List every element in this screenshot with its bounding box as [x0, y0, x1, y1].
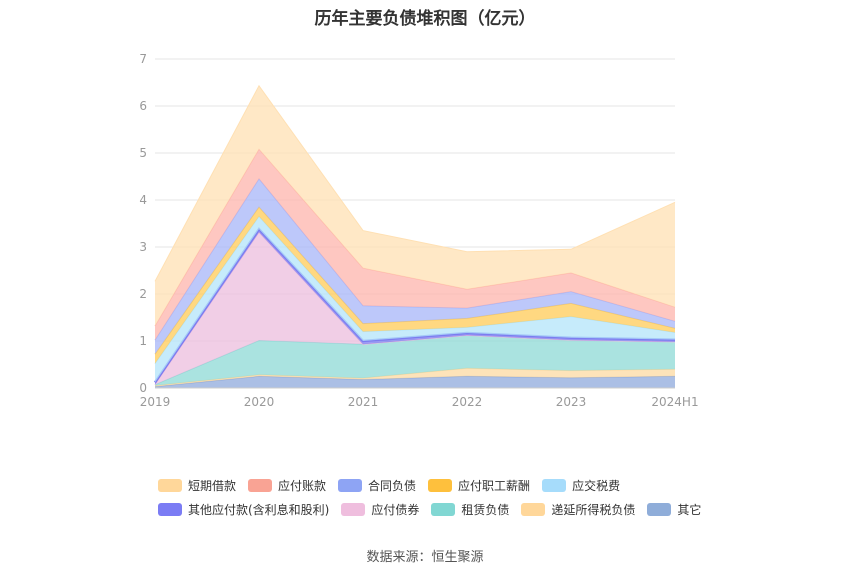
- legend-swatch: [542, 478, 567, 492]
- area-series-租赁负债: [155, 335, 675, 386]
- legend-item[interactable]: 短期借款: [158, 477, 236, 494]
- legend-swatch: [158, 502, 182, 516]
- legend-swatch: [338, 478, 363, 492]
- legend-label: 租赁负债: [461, 502, 510, 517]
- legend-swatch: [341, 502, 366, 516]
- y-tick-label: 3: [139, 240, 147, 254]
- x-tick-label: 2020: [244, 395, 275, 409]
- legend-label: 其他应付款(含利息和股利): [188, 502, 330, 517]
- y-tick-label: 7: [139, 52, 147, 66]
- legend-swatch: [248, 478, 273, 492]
- chart-title: 历年主要负债堆积图（亿元）: [314, 9, 536, 29]
- legend-row: 其他应付款(含利息和股利) 应付债券 租赁负债 递延所得税负债 其它: [158, 497, 778, 521]
- x-tick-label: 2022: [452, 395, 483, 409]
- legend-swatch: [647, 502, 672, 516]
- y-tick-label: 5: [139, 146, 147, 160]
- area-series-应付债券: [155, 232, 675, 385]
- stacked-area-chart: 0 1 2 3 4 5 6 7 2019 2020 2021 2022 2023 2024H1: [139, 52, 698, 409]
- data-source: 数据来源：恒生聚源: [366, 550, 484, 565]
- y-tick-label: 6: [139, 99, 147, 113]
- legend-item[interactable]: 应付债券: [341, 501, 419, 518]
- legend-label: 应付职工薪酬: [458, 478, 531, 493]
- legend-item[interactable]: 应交税费: [542, 477, 620, 494]
- x-tick-label: 2021: [348, 395, 379, 409]
- area-series-line: [154, 148, 676, 327]
- area-series-line: [154, 84, 676, 282]
- legend-label: 应付账款: [278, 478, 327, 493]
- legend-item[interactable]: 合同负债: [338, 477, 416, 494]
- legend-item[interactable]: 其它: [647, 501, 701, 518]
- y-tick-label: 0: [139, 381, 147, 395]
- y-tick-label: 1: [139, 334, 147, 348]
- legend-label: 应交税费: [572, 478, 621, 493]
- legend-label: 短期借款: [188, 478, 237, 493]
- x-tick-label: 2019: [140, 395, 171, 409]
- legend-swatch: [431, 502, 456, 516]
- legend-item[interactable]: 租赁负债: [431, 501, 509, 518]
- x-tick-label: 2024H1: [651, 395, 698, 409]
- legend-item[interactable]: 其他应付款(含利息和股利): [158, 501, 329, 518]
- legend-label: 递延所得税负债: [551, 502, 636, 517]
- legend-item[interactable]: 递延所得税负债: [521, 501, 635, 518]
- area-series-合同负债: [155, 178, 675, 355]
- area-series-应付账款: [155, 149, 675, 341]
- legend-label: 应付债券: [371, 502, 420, 517]
- area-series-其它: [155, 376, 675, 388]
- chart-legend: 短期借款 应付账款 合同负债 应付职工薪酬 应交税费其他应付款(含利息和股利) 应付债券 租…: [158, 473, 778, 521]
- legend-label: 合同负债: [368, 478, 417, 493]
- y-tick-label: 4: [139, 193, 147, 207]
- area-series-短期借款: [155, 85, 675, 326]
- legend-row: 短期借款 应付账款 合同负债 应付职工薪酬 应交税费: [158, 473, 778, 497]
- legend-item[interactable]: 应付账款: [248, 477, 326, 494]
- legend-swatch: [521, 502, 546, 516]
- legend-swatch: [428, 478, 453, 492]
- x-tick-label: 2023: [556, 395, 587, 409]
- y-tick-label: 2: [139, 287, 147, 301]
- area-series-递延所得税负债: [155, 368, 675, 387]
- legend-item[interactable]: 应付职工薪酬: [428, 477, 530, 494]
- legend-swatch: [158, 478, 182, 492]
- legend-label: 其它: [677, 502, 702, 517]
